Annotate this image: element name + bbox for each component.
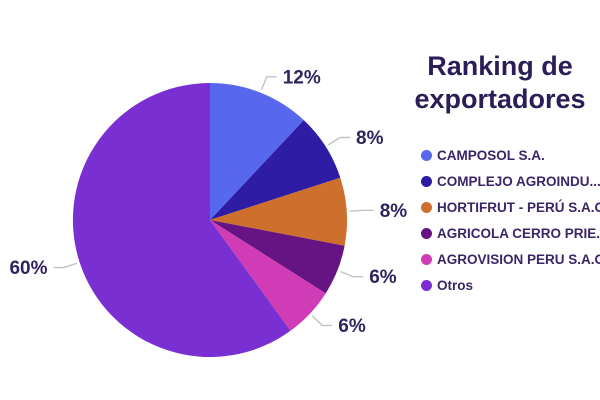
leader-line <box>327 136 350 146</box>
legend-dot-icon <box>421 227 432 239</box>
data-label: 12% <box>283 67 321 88</box>
legend-item-0[interactable]: CAMPOSOL S.A. <box>421 142 600 168</box>
leader-line <box>349 209 374 212</box>
legend-item-label: AGROVISION PERU S.A.C. <box>437 251 600 267</box>
legend-item-label: AGRICOLA CERRO PRIE... <box>437 225 600 241</box>
legend-item-5[interactable]: Otros <box>421 272 600 298</box>
legend-dot-icon <box>421 253 432 265</box>
pie-slice-4[interactable] <box>210 220 326 331</box>
legend-dot-icon <box>421 175 432 187</box>
legend: CAMPOSOL S.A. COMPLEJO AGROINDU... HORTIFR… <box>421 142 600 298</box>
legend-dot-icon <box>421 149 432 161</box>
leader-line <box>339 270 364 278</box>
leader-line <box>311 315 333 327</box>
legend-item-3[interactable]: AGRICOLA CERRO PRIE... <box>421 220 600 246</box>
pie-slice-1[interactable] <box>210 120 341 220</box>
data-label: 6% <box>338 316 366 337</box>
data-label: 8% <box>380 201 408 222</box>
legend-item-2[interactable]: HORTIFRUT - PERÚ S.A.C. <box>421 194 600 220</box>
legend-dot-icon <box>421 279 432 291</box>
leader-line <box>53 262 78 269</box>
leader-line <box>260 76 277 91</box>
data-label: 8% <box>356 128 384 149</box>
pie-slice-2[interactable] <box>210 177 348 246</box>
legend-item-label: CAMPOSOL S.A. <box>437 147 545 163</box>
data-label: 6% <box>369 267 397 288</box>
pie-slice-5[interactable] <box>72 82 291 357</box>
pie-slice-3[interactable] <box>210 220 345 294</box>
legend-item-label: Otros <box>437 277 474 293</box>
legend-item-label: HORTIFRUT - PERÚ S.A.C. <box>437 199 600 215</box>
legend-item-label: COMPLEJO AGROINDU... <box>437 173 600 189</box>
data-label: 60% <box>9 258 47 279</box>
chart-title: Ranking de exportadores <box>414 51 586 114</box>
legend-item-1[interactable]: COMPLEJO AGROINDU... <box>421 168 600 194</box>
legend-dot-icon <box>421 201 432 213</box>
pie-slice-0[interactable] <box>210 82 304 220</box>
legend-item-4[interactable]: AGROVISION PERU S.A.C. <box>421 246 600 272</box>
